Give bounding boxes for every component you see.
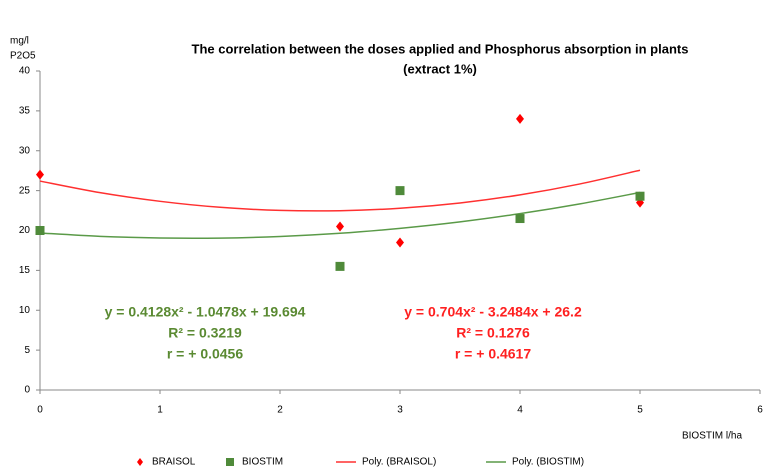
y-tick-label: 15	[19, 265, 31, 276]
x-tick-label: 4	[517, 405, 523, 416]
y-tick-label: 40	[19, 66, 31, 77]
data-point	[336, 221, 344, 232]
trend-line	[39, 169, 641, 212]
x-axis-label: BIOSTIM l/ha	[682, 431, 742, 442]
data-point	[36, 169, 44, 180]
y-tick-label: 30	[19, 145, 31, 156]
data-point	[515, 214, 525, 224]
data-point	[635, 191, 645, 201]
equation-text: r = + 0.0456	[167, 346, 244, 362]
data-point	[35, 226, 45, 235]
y-tick-label: 25	[19, 185, 31, 196]
data-point	[396, 237, 404, 248]
legend-label: BIOSTIM	[242, 457, 283, 468]
x-tick-label: 0	[37, 405, 43, 416]
trend-line	[39, 191, 641, 239]
y-axis-label: mg/l	[10, 36, 29, 47]
x-tick-label: 6	[757, 405, 763, 416]
x-tick-label: 3	[397, 405, 403, 416]
legend-label: BRAISOL	[152, 457, 196, 468]
legend-label: Poly. (BIOSTIM)	[512, 457, 584, 468]
equation-text: y = 0.704x² - 3.2484x + 26.2	[404, 304, 582, 320]
x-tick-label: 2	[277, 405, 283, 416]
equation-text: y = 0.4128x² - 1.0478x + 19.694	[105, 304, 306, 320]
data-point	[335, 261, 345, 271]
x-tick-label: 5	[637, 405, 643, 416]
data-point	[516, 113, 524, 124]
y-tick-label: 10	[19, 305, 31, 316]
legend-marker	[137, 458, 143, 466]
y-tick-label: 20	[19, 225, 31, 236]
data-point	[395, 186, 405, 196]
equation-text: R² = 0.3219	[168, 325, 242, 341]
y-tick-label: 0	[24, 385, 30, 396]
chart-subtitle: (extract 1%)	[403, 61, 477, 76]
equation-text: R² = 0.1276	[456, 325, 530, 341]
chart-title: The correlation between the doses applie…	[192, 41, 689, 56]
legend-label: Poly. (BRAISOL)	[362, 457, 436, 468]
y-tick-label: 35	[19, 106, 31, 117]
equation-text: r = + 0.4617	[455, 346, 532, 362]
y-tick-label: 5	[24, 345, 30, 356]
y-axis-label: P2O5	[10, 51, 36, 62]
x-tick-label: 1	[157, 405, 163, 416]
legend-marker	[226, 458, 234, 466]
